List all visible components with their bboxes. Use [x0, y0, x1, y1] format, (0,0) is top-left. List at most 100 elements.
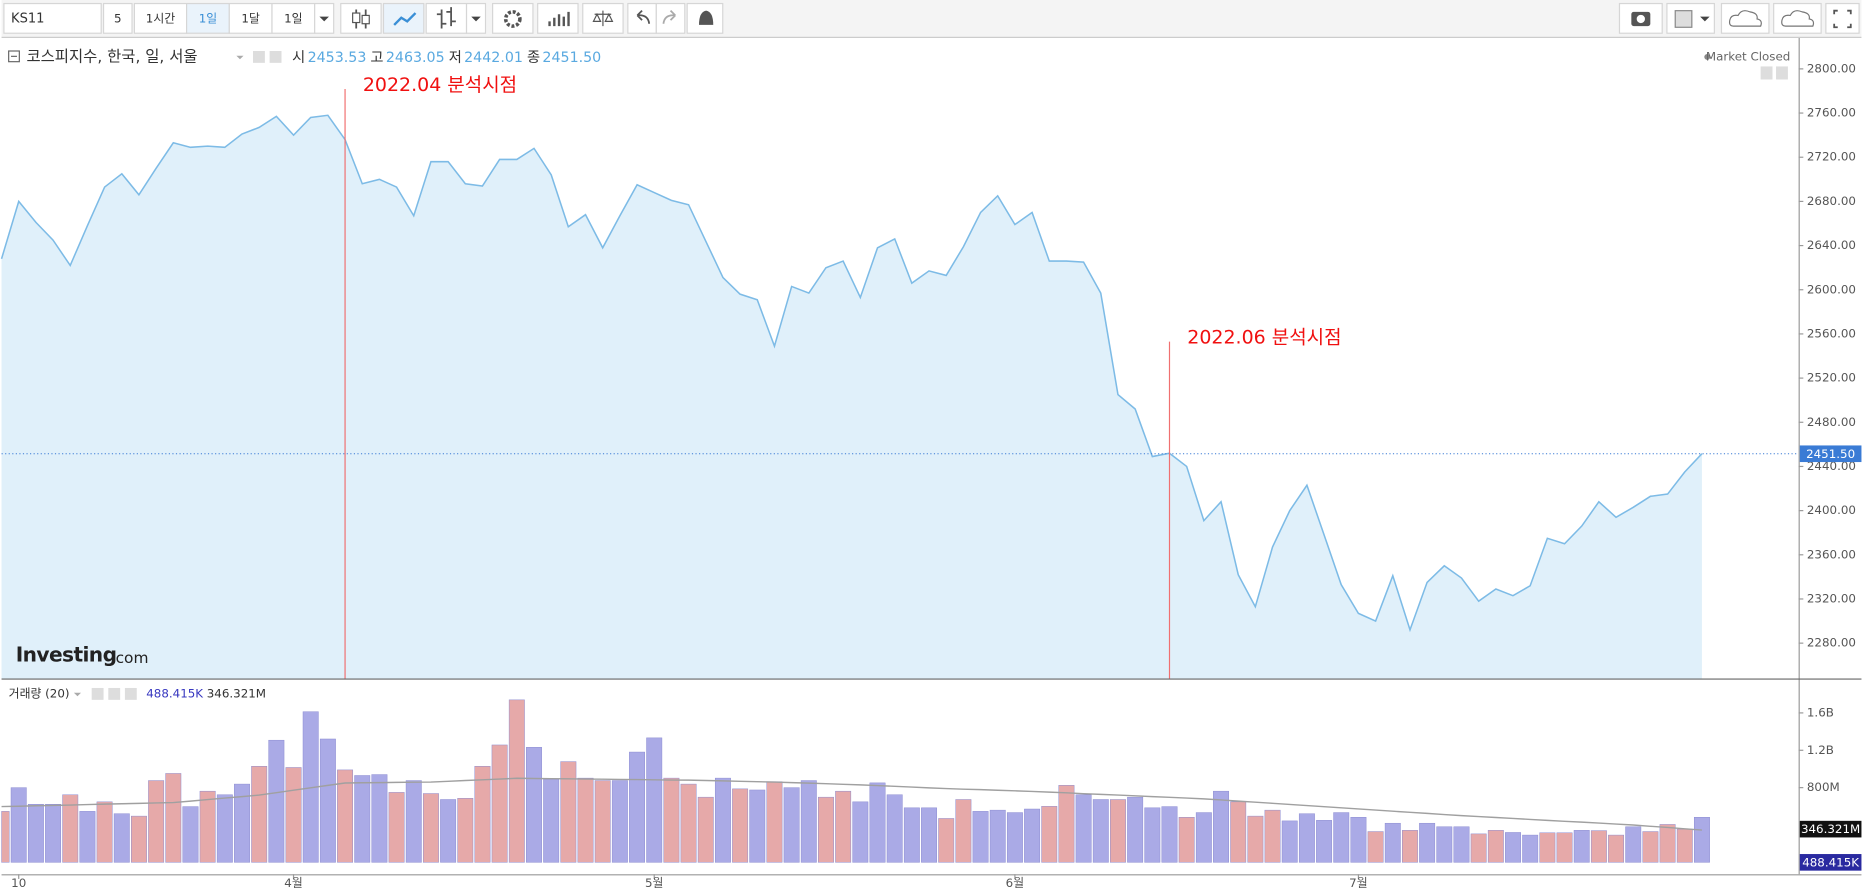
icon — [503, 10, 522, 28]
toolbar: KS11 5 1시간 1일 1달 1일 — [1, 0, 1862, 37]
ohlc-value: 2463.05 — [386, 50, 445, 66]
y-tick-label: 2520.00 — [1807, 371, 1856, 385]
volume-bar — [1505, 832, 1521, 863]
symbol-input[interactable] — [3, 2, 102, 34]
y-tick-label: 2560.00 — [1807, 326, 1856, 340]
icon — [352, 12, 361, 24]
volume-bar — [113, 813, 130, 863]
ohlc-label: 시 — [292, 50, 305, 66]
y-tick-label: 2600.00 — [1807, 282, 1856, 296]
x-tick-label: 6월 — [1006, 876, 1024, 890]
volume-bar — [1436, 826, 1453, 863]
volume-bar — [955, 799, 972, 863]
icon[interactable] — [1760, 66, 1773, 80]
badge — [1799, 854, 1862, 871]
volume-bar — [938, 818, 955, 863]
y-tick-label: 2720.00 — [1807, 150, 1856, 164]
volume-bar — [1041, 806, 1058, 863]
icon[interactable] — [108, 687, 121, 700]
volume-bar — [1281, 820, 1298, 863]
bar-button[interactable] — [425, 2, 468, 34]
icon[interactable] — [269, 51, 282, 63]
caret — [471, 16, 481, 22]
candle-button[interactable] — [340, 2, 382, 34]
icon[interactable] — [124, 687, 137, 700]
volume-bar — [818, 796, 834, 863]
button-active[interactable] — [185, 2, 230, 34]
volume-bar — [251, 766, 268, 863]
indicator-button[interactable] — [537, 2, 579, 34]
volume-bar — [1075, 794, 1092, 863]
annotation: 2022.06 분석시점 — [1187, 327, 1341, 349]
volume-bar — [199, 790, 216, 863]
icon — [1636, 14, 1645, 24]
y-tick-label: 1.6B — [1807, 705, 1834, 719]
cloud-load-button[interactable] — [1720, 2, 1770, 34]
volume-bar — [732, 788, 749, 863]
volume-bar — [354, 775, 371, 863]
volume-bar — [27, 804, 44, 863]
volume-bar — [714, 777, 731, 863]
volume-bar — [680, 783, 697, 863]
ohlc-label: 고 — [370, 50, 383, 66]
volume-bar — [131, 815, 147, 863]
volume-bar — [749, 789, 766, 863]
icon — [1674, 10, 1693, 28]
volume-average: 346.321M — [207, 686, 266, 700]
volume-bar — [388, 792, 405, 863]
button[interactable] — [228, 2, 273, 34]
settings-button[interactable] — [492, 2, 534, 34]
volume-bar — [835, 790, 852, 863]
caret — [319, 16, 329, 22]
volume-bar — [1573, 830, 1590, 863]
volume-bar — [1144, 807, 1161, 863]
icon[interactable] — [91, 687, 104, 700]
cloud-save-button[interactable] — [1773, 2, 1822, 34]
volume-bar — [1350, 817, 1367, 863]
icon — [1728, 10, 1762, 27]
volume-bar — [405, 780, 422, 863]
volume-bar — [1642, 831, 1659, 863]
redo-button[interactable] — [655, 2, 686, 34]
volume-bar — [1539, 832, 1556, 863]
icon[interactable] — [1776, 66, 1788, 80]
button[interactable] — [133, 2, 188, 34]
icon[interactable] — [253, 51, 265, 63]
fullscreen-button[interactable] — [1825, 2, 1860, 34]
caret — [1700, 16, 1710, 22]
ohlc-value: 2453.53 — [308, 50, 367, 66]
caret — [236, 55, 244, 60]
button-label: 1일 — [284, 11, 302, 25]
volume-bar — [1676, 828, 1693, 863]
market-status: Market Closed — [1706, 49, 1790, 63]
volume-bar — [1316, 820, 1333, 863]
icon — [548, 11, 570, 27]
volume-bar — [1213, 790, 1229, 863]
volume-badge: 488.415K — [1802, 855, 1860, 869]
volume-bar — [285, 767, 302, 863]
volume-bar — [1522, 834, 1539, 863]
ohlc-label: 종 — [527, 50, 540, 66]
volume-bar — [440, 799, 457, 863]
ohlc-value: 2442.01 — [464, 50, 523, 66]
volume-bar — [766, 781, 783, 863]
button[interactable] — [271, 2, 316, 34]
y-tick-label: 800M — [1807, 780, 1840, 794]
undo-button[interactable] — [627, 2, 657, 34]
volume-bar — [1247, 815, 1264, 863]
y-tick-label: 1.2B — [1807, 743, 1834, 757]
volume-bar — [852, 801, 869, 863]
volume-bar — [234, 783, 250, 863]
volume-bar — [165, 773, 182, 863]
ohlc-value: 2451.50 — [542, 50, 601, 66]
volume-bar — [1230, 801, 1247, 863]
button[interactable] — [102, 2, 133, 34]
volume-bar — [1058, 785, 1075, 863]
y-tick-label: 2440.00 — [1807, 459, 1856, 473]
volume-bar — [422, 793, 439, 863]
y-tick-label: 2280.00 — [1807, 636, 1856, 650]
plot: 2280.00 2320.00 2360.00 2400.00 2440.00 2480.… — [0, 61, 1862, 890]
icon — [662, 10, 676, 24]
y-tick-label: 2320.00 — [1807, 591, 1856, 605]
volume-bar — [268, 739, 285, 863]
